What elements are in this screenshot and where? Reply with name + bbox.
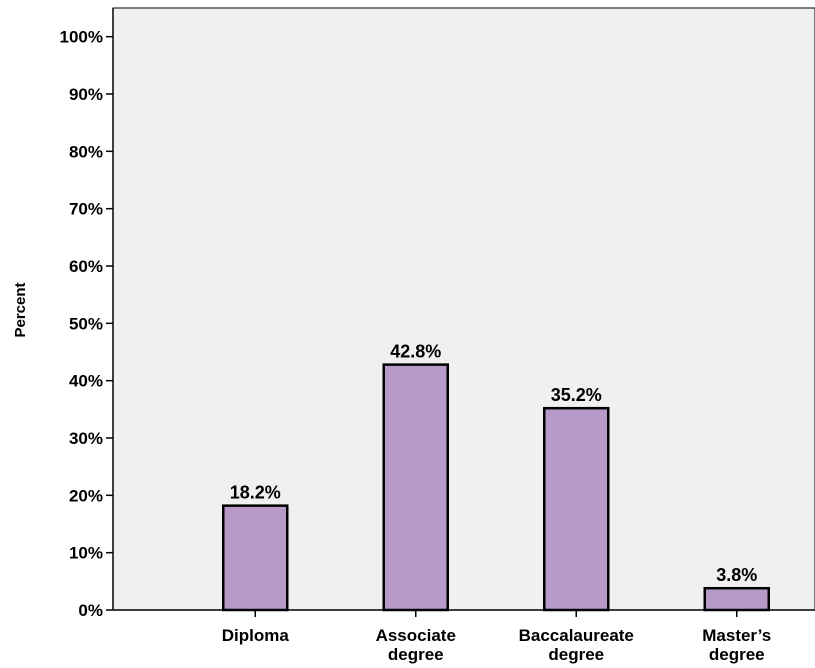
x-tick-label: degree (388, 645, 444, 664)
y-tick-label: 40% (69, 372, 103, 391)
x-tick-label: degree (709, 645, 765, 664)
data-label: 35.2% (551, 385, 602, 405)
y-tick-label: 80% (69, 142, 103, 161)
bar-series: 18.2% 42.8% 35.2% 3.8% (222, 342, 770, 612)
y-tick-label: 100% (60, 28, 103, 47)
bar (222, 504, 289, 612)
data-label: 42.8% (390, 342, 441, 362)
x-tick-label: Diploma (222, 626, 290, 645)
data-label: 3.8% (716, 565, 757, 585)
data-label: 18.2% (230, 483, 281, 503)
plot-area-background (112, 7, 815, 611)
bar (543, 406, 610, 612)
y-axis-title: Percent (12, 282, 29, 337)
x-tick-label: Master’s (702, 626, 771, 645)
x-tick-label: Associate (376, 626, 456, 645)
y-tick-label: 0% (78, 601, 103, 620)
y-tick-label: 30% (69, 429, 103, 448)
bar (703, 586, 770, 612)
y-tick-label: 50% (69, 314, 103, 333)
y-tick-label: 10% (69, 544, 103, 563)
x-tick-label: Baccalaureate (519, 626, 634, 645)
x-axis: Diploma AssociatedegreeBaccalaureatedegre… (222, 610, 771, 664)
y-tick-label: 60% (69, 257, 103, 276)
x-tick-label: degree (548, 645, 604, 664)
y-tick-label: 90% (69, 85, 103, 104)
bar (382, 363, 449, 612)
y-tick-label: 20% (69, 486, 103, 505)
y-tick-label: 70% (69, 200, 103, 219)
y-axis: 0% 10% 20% 30% 40% 50% 60% 70% 80% 90% 100% (60, 28, 113, 620)
